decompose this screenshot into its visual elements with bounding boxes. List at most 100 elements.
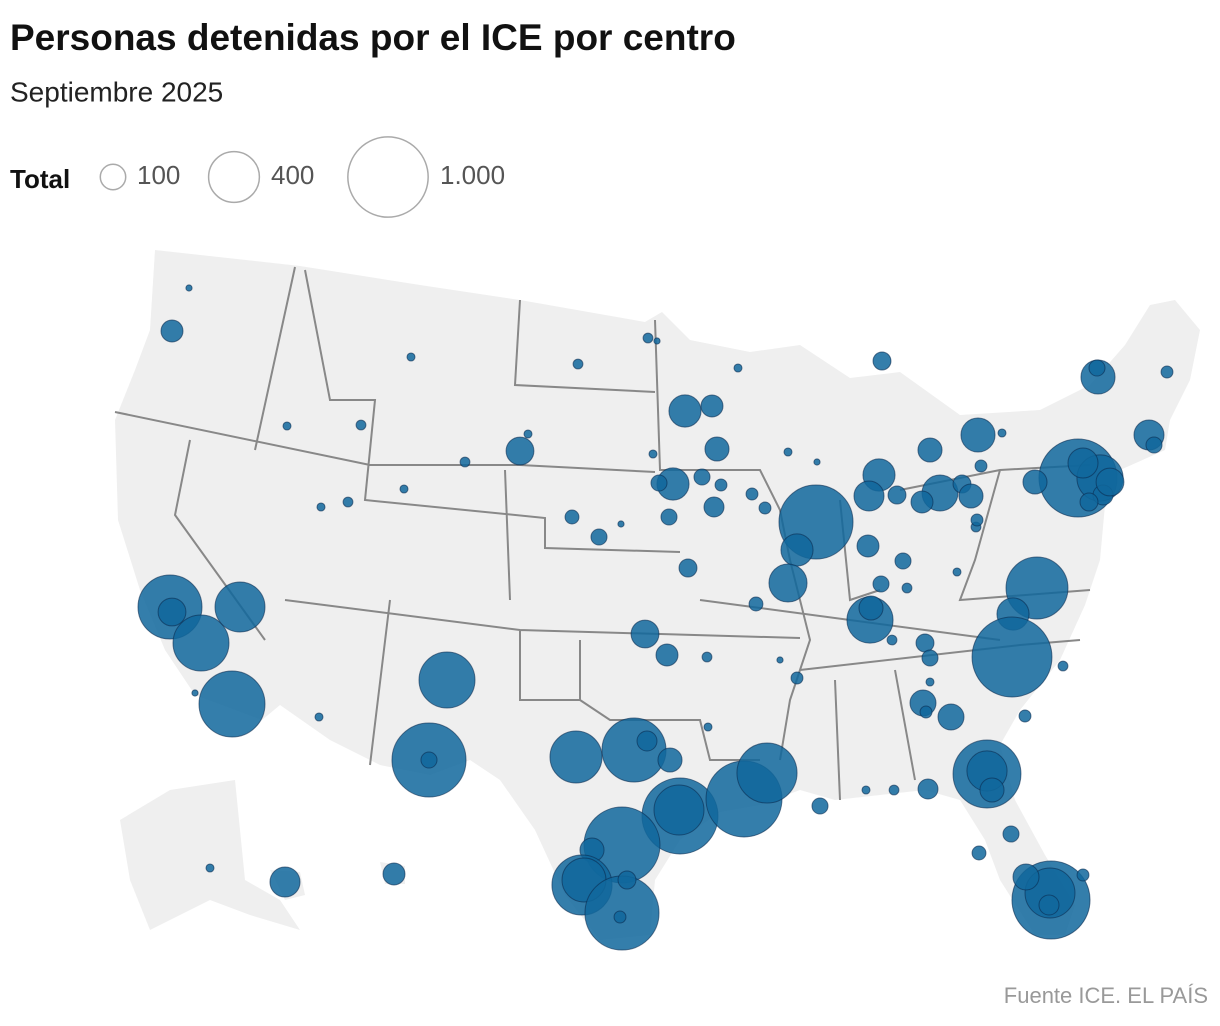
bubble	[459, 456, 471, 468]
bubble	[813, 458, 821, 466]
bubble	[613, 910, 627, 924]
source: Fuente ICE. EL PAÍS	[1004, 983, 1208, 1008]
bubble	[887, 485, 907, 505]
bubble	[205, 863, 215, 873]
bubble	[925, 677, 935, 687]
bubble	[886, 634, 898, 646]
bubble	[790, 671, 804, 685]
bubble	[768, 563, 808, 603]
bubble	[693, 468, 711, 486]
bubble	[382, 862, 406, 886]
bubble	[960, 417, 996, 453]
bubble	[1018, 709, 1032, 723]
bubble	[630, 619, 660, 649]
bubble	[678, 558, 698, 578]
bubble	[523, 429, 533, 439]
bubble	[157, 597, 187, 627]
bubble	[714, 478, 728, 492]
legend-label: 100	[137, 160, 180, 190]
bubble	[214, 581, 266, 633]
bubble	[872, 351, 892, 371]
bubble	[198, 670, 266, 738]
bubble	[172, 614, 230, 672]
bubble	[282, 421, 292, 431]
bubble	[919, 705, 933, 719]
bubble	[1088, 359, 1106, 377]
bubble	[342, 496, 354, 508]
bubble	[872, 575, 890, 593]
bubble	[958, 483, 984, 509]
bubble	[952, 567, 962, 577]
bubble	[703, 722, 713, 732]
bubble	[642, 332, 654, 344]
bubble	[1057, 660, 1069, 672]
bubble	[564, 509, 580, 525]
bubble	[1012, 863, 1040, 891]
legend-title: Total	[10, 164, 70, 194]
bubble	[191, 689, 199, 697]
bubble	[736, 742, 798, 804]
bubble	[653, 784, 705, 836]
bubble	[549, 730, 603, 784]
bubble	[910, 490, 934, 514]
legend: 100 400 1.000	[99, 136, 505, 218]
bubble	[1079, 492, 1099, 512]
legend-circle	[347, 136, 429, 218]
bubble	[418, 651, 476, 709]
bubble	[355, 419, 367, 431]
bubble	[748, 596, 764, 612]
chart-subtitle: Septiembre 2025	[10, 76, 223, 107]
bubble	[160, 319, 184, 343]
bubble	[1095, 467, 1125, 497]
bubble	[979, 777, 1005, 803]
bubble	[406, 352, 416, 362]
hawaii-outline	[270, 862, 405, 900]
legend-label: 1.000	[440, 160, 505, 190]
bubble	[811, 797, 829, 815]
legend-circle	[207, 150, 261, 204]
bubble	[657, 747, 683, 773]
bubble	[1002, 825, 1020, 843]
bubble	[783, 447, 793, 457]
bubble	[617, 870, 637, 890]
bubble	[853, 480, 885, 512]
bubble	[420, 751, 438, 769]
bubble	[590, 528, 608, 546]
bubble	[1022, 469, 1048, 495]
bubble	[601, 717, 667, 783]
bubble	[660, 508, 678, 526]
bubble	[861, 785, 871, 795]
bubbles	[137, 284, 1174, 951]
bubble	[399, 484, 409, 494]
bubble	[971, 616, 1053, 698]
bubble	[733, 363, 743, 373]
legend-circle	[99, 163, 127, 191]
bubble	[703, 496, 725, 518]
bubble	[997, 428, 1007, 438]
bubble	[894, 552, 912, 570]
base-map	[115, 250, 1200, 940]
bubble	[650, 474, 668, 492]
bubble	[780, 533, 814, 567]
bubble	[1160, 365, 1174, 379]
bubble	[915, 633, 935, 653]
bubble	[653, 337, 661, 345]
bubble	[921, 649, 939, 667]
bubble	[655, 643, 679, 667]
bubble	[314, 712, 324, 722]
bubble	[858, 595, 884, 621]
bubble	[316, 502, 326, 512]
bubble	[701, 651, 713, 663]
bubble	[776, 656, 784, 664]
bubble	[901, 582, 913, 594]
bubble	[974, 459, 988, 473]
bubble	[1038, 894, 1060, 916]
bubble	[745, 487, 759, 501]
alaska-outline	[120, 780, 300, 930]
bubble	[1145, 436, 1163, 454]
bubble	[505, 436, 535, 466]
bubble	[636, 730, 658, 752]
bubble	[185, 284, 193, 292]
bubble	[269, 866, 301, 898]
